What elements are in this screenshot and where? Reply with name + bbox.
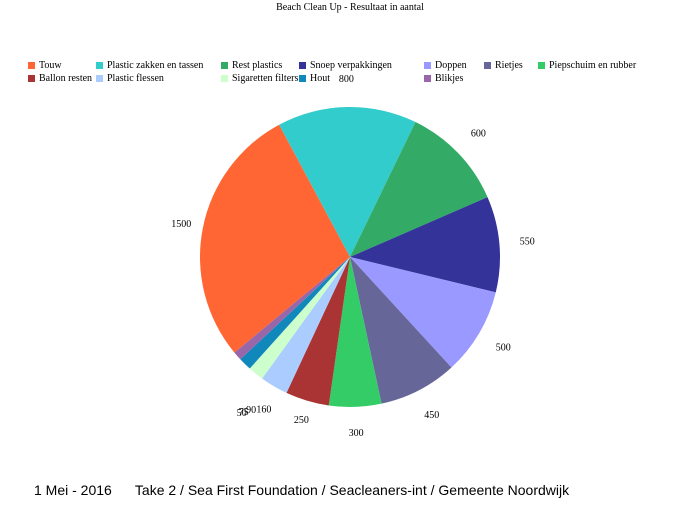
- legend-item: Ballon resten: [28, 73, 92, 84]
- legend-swatch: [96, 75, 103, 82]
- slice-value-label: 160: [256, 404, 271, 415]
- legend-label: Rest plastics: [232, 60, 283, 71]
- slice-value-label: 550: [520, 237, 535, 248]
- slice-value-label: 1500: [171, 219, 191, 230]
- legend-label: Ballon resten: [39, 73, 93, 84]
- pie-slice: [328, 257, 382, 408]
- legend-label: Rietjes: [495, 60, 523, 71]
- slice-value-label: 50: [237, 408, 247, 419]
- legend-item: Rest plastics: [221, 60, 282, 71]
- legend-swatch: [424, 75, 431, 82]
- legend-swatch: [28, 75, 35, 82]
- legend-item: Piepschuim en rubber: [538, 60, 636, 71]
- legend-item: Plastic zakken en tassen: [96, 60, 203, 71]
- legend-row: Touw Plastic zakken en tassen Rest plastic…: [28, 60, 678, 73]
- slice-value-label: 500: [496, 343, 511, 354]
- legend-swatch: [96, 62, 103, 69]
- legend-row: Ballon resten Plastic flessen Sigaretten f…: [28, 73, 678, 86]
- footer-caption: 1 Mei - 2016 Take 2 / Sea First Foundati…: [34, 482, 570, 498]
- pie-slice: [350, 197, 500, 293]
- legend-swatch: [424, 62, 431, 69]
- slice-value-label: 75: [239, 407, 249, 418]
- legend-item: Snoep verpakkingen: [299, 60, 392, 71]
- legend-label: Plastic zakken en tassen: [107, 60, 204, 71]
- chart-title: Beach Clean Up - Resultaat in aantal: [276, 2, 424, 13]
- pie-slice: [199, 124, 350, 353]
- legend-swatch: [484, 62, 491, 69]
- pie-slice: [240, 257, 350, 369]
- pie-slice: [350, 257, 452, 404]
- pie-slice: [350, 257, 496, 368]
- legend-swatch: [28, 62, 35, 69]
- legend-item: Blikjes: [424, 73, 463, 84]
- slice-value-label: 250: [294, 415, 309, 426]
- legend-item: Rietjes: [484, 60, 523, 71]
- legend-label: Blikjes: [435, 73, 464, 84]
- legend-item: Touw: [28, 60, 62, 71]
- slice-value-label: 90: [246, 405, 256, 416]
- pie-slice: [286, 257, 350, 406]
- legend-swatch: [299, 62, 306, 69]
- pie-slice: [350, 122, 488, 257]
- legend-label: Snoep verpakkingen: [310, 60, 392, 71]
- pie-slice: [279, 107, 416, 257]
- legend-label: Plastic flessen: [107, 73, 164, 84]
- legend-label: Piepschuim en rubber: [549, 60, 637, 71]
- legend-swatch: [538, 62, 545, 69]
- legend-swatch: [221, 75, 228, 82]
- legend-item: Doppen: [424, 60, 467, 71]
- pie-slice: [249, 257, 350, 379]
- legend-label: Touw: [39, 60, 62, 71]
- slice-value-label: 450: [424, 410, 439, 421]
- legend: Touw Plastic zakken en tassen Rest plastic…: [28, 60, 678, 86]
- slice-value-label: 300: [349, 428, 364, 439]
- legend-swatch: [299, 75, 306, 82]
- legend-swatch: [221, 62, 228, 69]
- legend-label: Hout: [310, 73, 330, 84]
- slice-value-label: 800: [339, 74, 354, 85]
- legend-item: Hout: [299, 73, 330, 84]
- legend-label: Doppen: [435, 60, 467, 71]
- legend-item: Sigaretten filters: [221, 73, 298, 84]
- legend-label: Sigaretten filters: [232, 73, 299, 84]
- legend-item: Plastic flessen: [96, 73, 164, 84]
- pie-slice: [262, 257, 350, 393]
- slice-value-label: 600: [471, 129, 486, 140]
- pie-slice: [234, 257, 350, 360]
